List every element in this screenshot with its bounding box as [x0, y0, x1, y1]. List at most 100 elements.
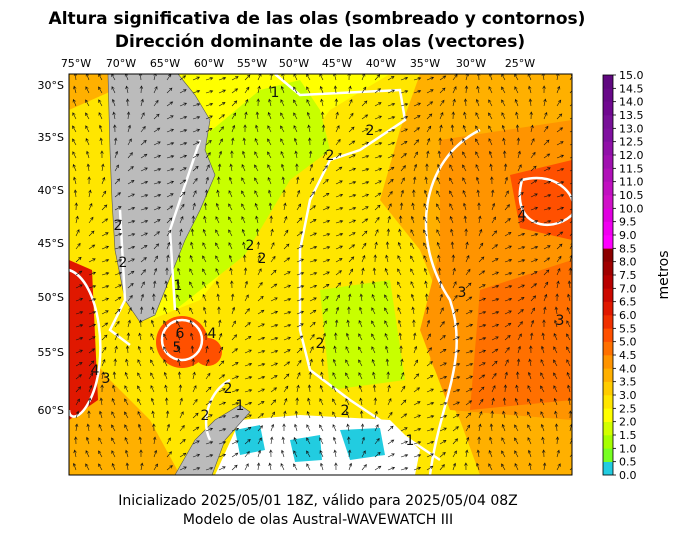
vector — [267, 138, 272, 146]
vector — [517, 150, 521, 159]
vector — [413, 89, 422, 94]
vector — [190, 241, 194, 250]
vector — [231, 320, 236, 328]
vector — [101, 232, 109, 237]
vector — [231, 76, 239, 81]
vector — [374, 465, 382, 471]
vector — [397, 319, 402, 328]
vector — [191, 358, 195, 367]
vector — [166, 141, 175, 146]
vector — [503, 163, 508, 172]
vector — [283, 397, 288, 406]
vector — [439, 293, 443, 302]
vector — [348, 256, 355, 263]
vector — [478, 215, 482, 224]
vector — [309, 205, 316, 211]
vector — [166, 423, 171, 432]
vector — [166, 451, 172, 458]
vector — [85, 436, 90, 445]
vector — [423, 203, 428, 211]
vector — [527, 371, 532, 380]
vector — [478, 349, 487, 354]
vector — [124, 371, 129, 380]
vector — [296, 347, 303, 354]
vector — [514, 463, 519, 471]
vector — [490, 410, 494, 419]
vector — [179, 425, 185, 432]
vector — [543, 125, 549, 133]
vector — [413, 414, 422, 419]
vector — [450, 228, 454, 237]
vector — [127, 220, 136, 224]
vector — [543, 269, 550, 276]
vector — [373, 254, 377, 263]
vector — [309, 232, 317, 237]
vector — [98, 424, 103, 432]
vector — [346, 319, 350, 328]
vector — [556, 181, 565, 185]
vector — [229, 267, 233, 276]
vector — [114, 150, 119, 159]
vector — [452, 376, 461, 380]
vector — [254, 177, 259, 185]
colorbar-segment — [603, 235, 613, 249]
vector — [283, 336, 292, 341]
vector — [540, 385, 545, 393]
vector — [218, 114, 225, 120]
colorbar-tick-label: 12.0 — [619, 149, 644, 162]
vector — [515, 371, 520, 380]
vector — [400, 165, 406, 172]
vector — [85, 138, 90, 146]
vector — [517, 232, 526, 237]
vector — [452, 308, 459, 315]
vector — [101, 358, 106, 367]
vector — [153, 154, 162, 159]
colorbar-tick-label: 1.5 — [619, 429, 637, 442]
vector — [426, 76, 435, 81]
colorbar-segment — [603, 75, 613, 89]
lat-label: 30°S — [38, 79, 64, 92]
vector — [150, 359, 155, 367]
vector — [140, 125, 146, 133]
lat-label: 40°S — [38, 184, 64, 197]
vector — [515, 111, 519, 120]
vector — [309, 346, 314, 354]
vector — [228, 254, 233, 263]
vector — [243, 267, 248, 276]
vector — [231, 362, 239, 367]
vector — [75, 349, 83, 354]
vector — [306, 410, 311, 419]
vector — [400, 189, 404, 198]
vector — [387, 141, 396, 146]
vector — [270, 228, 274, 237]
vector — [308, 137, 312, 146]
vector — [530, 295, 537, 302]
vector — [465, 424, 471, 432]
vector — [307, 124, 311, 133]
vector — [88, 244, 96, 250]
vector — [345, 332, 350, 341]
vector — [543, 207, 552, 211]
vector — [241, 216, 246, 224]
colorbar-segment — [603, 208, 613, 222]
vector — [205, 414, 213, 419]
colorbar-segment — [603, 261, 613, 276]
vector — [410, 255, 415, 263]
vector — [426, 415, 435, 419]
colorbar-segment — [603, 408, 613, 422]
vector — [72, 151, 77, 159]
vector — [439, 335, 446, 341]
vector — [241, 164, 246, 172]
vector — [413, 163, 418, 172]
vector — [75, 297, 84, 302]
vector — [75, 284, 83, 289]
vector — [556, 141, 564, 146]
vector — [296, 245, 304, 250]
vector — [99, 137, 103, 146]
vector — [231, 306, 236, 315]
vector — [515, 124, 520, 133]
vector — [228, 190, 233, 198]
vector — [242, 137, 246, 146]
vector — [242, 254, 247, 263]
vector — [334, 319, 339, 328]
